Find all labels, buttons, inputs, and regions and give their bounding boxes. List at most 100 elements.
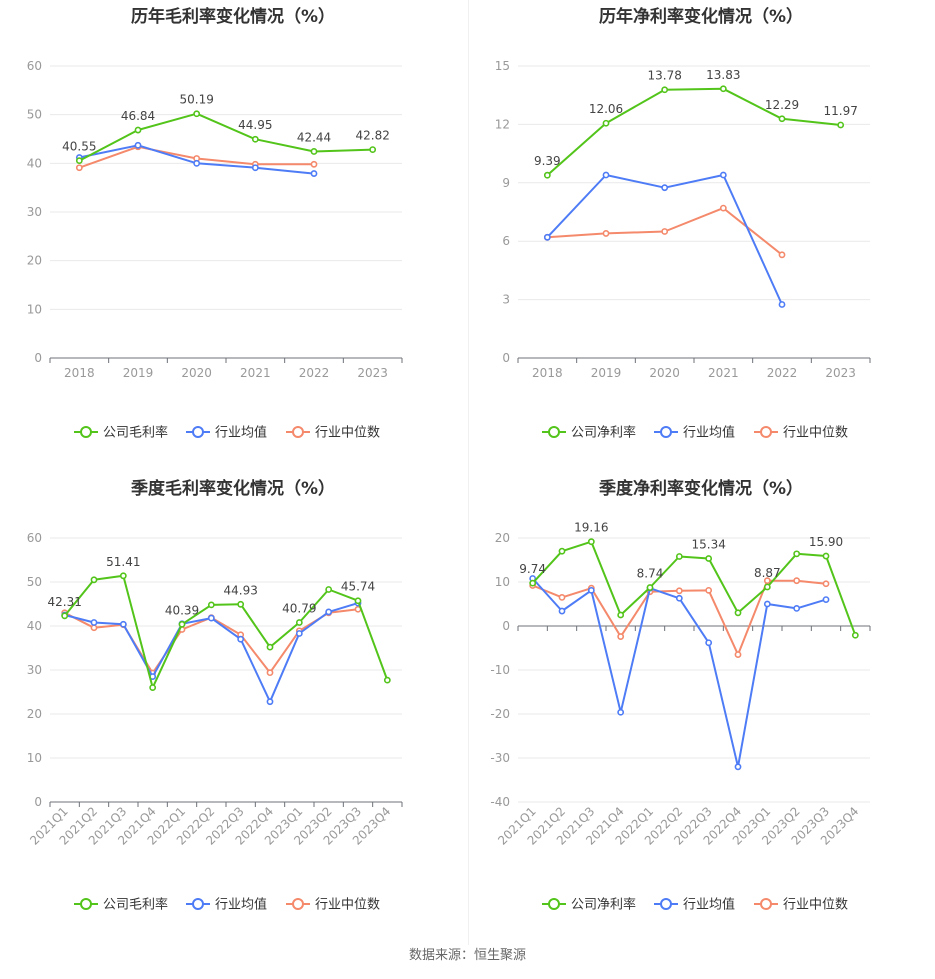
y-tick-label: 30 xyxy=(27,205,42,219)
data-point xyxy=(325,586,333,593)
x-tick-label: 2022 xyxy=(299,366,330,380)
y-tick-label: 50 xyxy=(27,575,42,589)
data-point xyxy=(90,576,98,584)
chart-title: 历年毛利率变化情况（%） xyxy=(131,6,335,27)
chart-title: 历年净利率变化情况（%） xyxy=(599,6,803,27)
data-point xyxy=(646,584,654,591)
legend-swatch-marker xyxy=(80,426,92,438)
data-label: 40.39 xyxy=(165,603,199,617)
x-tick-label: 2020 xyxy=(181,366,212,380)
data-point xyxy=(529,579,537,587)
y-tick-label: 3 xyxy=(502,293,510,307)
data-label: 50.19 xyxy=(179,93,213,107)
y-tick-label: 10 xyxy=(495,575,510,589)
data-point xyxy=(837,121,845,129)
series-line xyxy=(63,574,389,689)
data-point xyxy=(558,594,566,601)
series-line xyxy=(531,577,827,768)
y-tick-label: 40 xyxy=(27,156,42,170)
data-label: 44.95 xyxy=(238,118,272,132)
data-point xyxy=(543,233,551,241)
data-point xyxy=(587,586,595,594)
y-tick-label: -40 xyxy=(490,795,510,809)
data-point xyxy=(207,601,215,609)
data-label: 9.74 xyxy=(519,562,546,576)
data-point xyxy=(90,619,98,626)
data-point xyxy=(734,609,742,617)
x-tick-label: 2019 xyxy=(123,366,154,380)
legend-label: 公司毛利率 xyxy=(103,897,168,913)
data-point xyxy=(134,126,142,134)
data-point xyxy=(310,160,318,168)
y-tick-label: 9 xyxy=(502,176,510,190)
data-point xyxy=(383,676,391,684)
legend-swatch-marker xyxy=(660,898,672,910)
data-label: 12.29 xyxy=(765,98,799,112)
data-label: 40.55 xyxy=(62,140,96,154)
legend-swatch-marker xyxy=(760,426,772,438)
data-source-note: 数据来源：恒生聚源 xyxy=(408,948,526,963)
data-point xyxy=(119,572,127,580)
data-label: 44.93 xyxy=(223,583,257,597)
data-point xyxy=(310,148,318,155)
data-point xyxy=(719,85,727,93)
legend-label: 公司净利率 xyxy=(571,425,636,441)
data-point xyxy=(661,184,669,192)
data-point xyxy=(310,170,318,177)
chart-svg: 历年毛利率变化情况（%） 0 10 20 30 40 50 60 2018 2019 2020 202… xyxy=(27,6,403,441)
y-tick-label: 6 xyxy=(502,234,510,248)
data-point xyxy=(354,597,362,605)
data-label: 12.06 xyxy=(589,102,623,116)
data-point xyxy=(251,164,259,172)
y-tick-label: 0 xyxy=(34,351,42,365)
data-point xyxy=(237,600,245,608)
data-point xyxy=(778,251,786,259)
legend-label: 行业均值 xyxy=(215,425,267,441)
chart-panel-quarterly-net-margin: 季度净利率变化情况（%） -40 -30 -20 -10 0 10 20 2021Q1 2021Q… xyxy=(468,470,935,940)
data-point xyxy=(675,553,683,560)
data-point xyxy=(734,651,742,658)
data-point xyxy=(822,552,830,560)
chart-svg: 历年净利率变化情况（%） 0 3 6 9 12 15 2018 2019 2020 2021 2022… xyxy=(495,6,871,441)
data-label: 8.74 xyxy=(637,567,664,581)
data-point xyxy=(295,630,303,637)
chart-svg: 季度净利率变化情况（%）-40-30-20-10010202021Q12021Q… xyxy=(490,478,871,913)
data-label: 15.34 xyxy=(691,538,725,552)
data-point xyxy=(661,86,669,94)
data-point xyxy=(822,580,830,588)
data-point xyxy=(763,577,771,585)
data-point xyxy=(719,204,727,212)
data-point xyxy=(617,611,625,619)
data-point xyxy=(587,538,595,546)
y-tick-label: 12 xyxy=(495,117,510,131)
legend-swatch-marker xyxy=(660,426,672,438)
panel-divider xyxy=(468,0,469,945)
data-label: 15.90 xyxy=(809,535,843,549)
x-tick-label: 2020 xyxy=(649,366,680,380)
data-point xyxy=(119,620,127,628)
legend-swatch-marker xyxy=(192,898,204,910)
data-point xyxy=(178,620,186,628)
data-point xyxy=(793,577,801,585)
data-point xyxy=(75,157,83,165)
x-tick-label: 2023 xyxy=(357,366,388,380)
x-tick-label: 2019 xyxy=(591,366,622,380)
chart-panel-quarterly-gross-margin: 季度毛利率变化情况（%） 0 10 20 30 40 50 60 2021Q1 2021Q2 202… xyxy=(0,470,467,940)
legend-label: 行业中位数 xyxy=(783,898,848,913)
y-tick-label: 20 xyxy=(27,254,42,268)
data-point xyxy=(602,230,610,237)
data-point xyxy=(61,612,69,620)
data-point xyxy=(266,643,274,651)
data-point xyxy=(149,684,157,691)
data-point xyxy=(617,708,625,716)
legend-swatch-marker xyxy=(192,426,204,438)
legend-label: 行业均值 xyxy=(683,897,735,913)
y-tick-label: 0 xyxy=(34,795,42,809)
y-tick-label: -20 xyxy=(490,707,510,721)
y-tick-label: 60 xyxy=(27,59,42,73)
data-label: 13.83 xyxy=(706,68,740,82)
data-point xyxy=(793,550,801,558)
data-point xyxy=(251,135,259,143)
legend-swatch-marker xyxy=(548,426,560,438)
legend-label: 公司毛利率 xyxy=(103,425,168,441)
